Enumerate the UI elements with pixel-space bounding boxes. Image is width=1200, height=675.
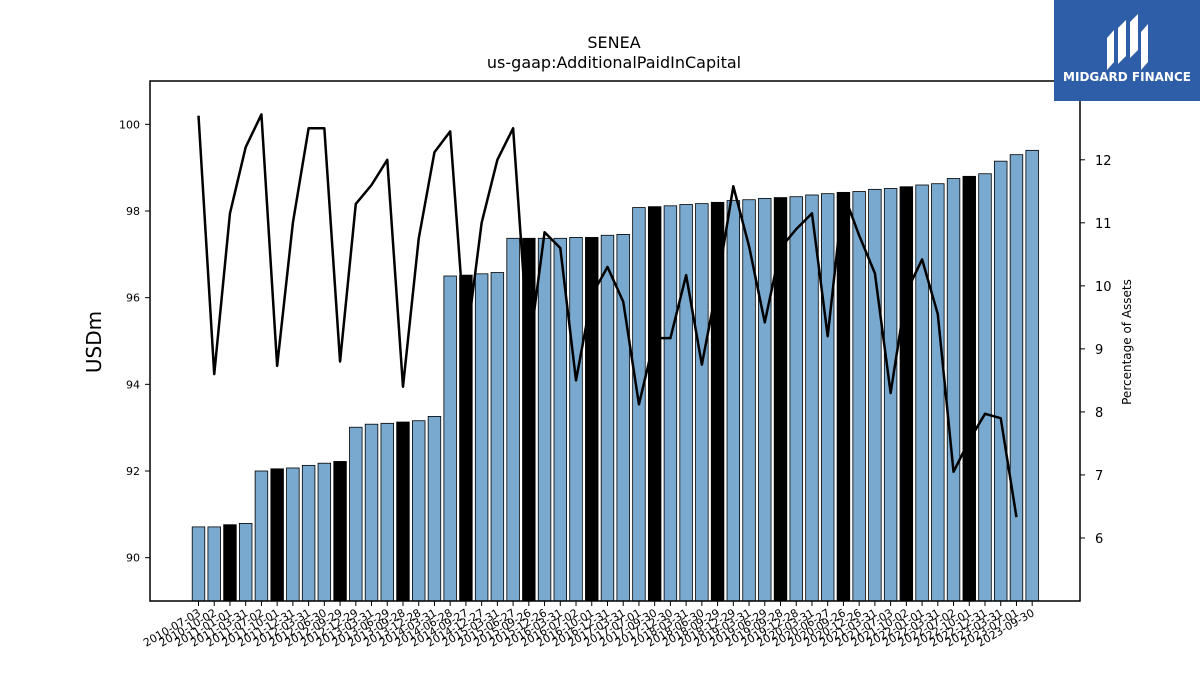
bar — [789, 196, 803, 602]
bar — [191, 526, 206, 602]
logo-background — [1054, 0, 1200, 101]
bar — [946, 178, 961, 602]
bar — [459, 274, 473, 602]
bar — [1009, 154, 1024, 602]
y-tick-label: 90 — [126, 552, 140, 565]
bar — [978, 173, 992, 602]
y-right-tick-label: 10 — [1095, 280, 1112, 295]
bar — [490, 272, 505, 602]
bar — [679, 204, 693, 602]
y-axis-left: 90 92 94 96 98 100 — [119, 118, 150, 565]
bar — [506, 237, 520, 602]
y-axis-right: 6 7 8 9 10 11 12 — [1080, 154, 1112, 547]
y-right-tick-label: 12 — [1095, 154, 1112, 169]
bar — [773, 197, 788, 602]
bar — [962, 175, 976, 602]
logo: MIDGARD FINANCE — [1054, 0, 1200, 101]
y-right-tick-label: 8 — [1095, 406, 1103, 421]
plot-frame — [149, 80, 1081, 602]
bar — [254, 470, 269, 602]
chart-title: SENEA — [587, 33, 640, 52]
y-right-tick-label: 9 — [1095, 343, 1103, 358]
bar — [317, 462, 332, 602]
bar — [1025, 149, 1039, 602]
bar — [380, 422, 394, 602]
bar — [758, 198, 772, 602]
bar — [821, 193, 835, 602]
y-tick-label: 98 — [126, 205, 140, 218]
bar — [427, 415, 442, 602]
bar — [915, 184, 929, 602]
y-axis-right-label: Percentage of Assets — [1120, 279, 1134, 405]
y-right-tick-label: 11 — [1095, 217, 1112, 232]
bar — [238, 523, 253, 602]
bar — [301, 464, 316, 602]
bar — [899, 186, 914, 602]
bar — [742, 199, 756, 602]
bar — [663, 205, 678, 602]
bars-group — [191, 149, 1039, 602]
y-axis-label: USDm — [82, 311, 106, 373]
bar — [569, 237, 583, 602]
bar — [695, 203, 709, 602]
bar — [994, 160, 1008, 602]
bar — [836, 191, 851, 602]
bar — [349, 426, 363, 602]
series-line — [197, 113, 1018, 518]
line-group — [197, 113, 1018, 518]
y-tick-label: 96 — [126, 292, 140, 305]
bar — [474, 273, 489, 602]
bar — [868, 188, 882, 602]
y-tick-label: 94 — [126, 378, 140, 391]
bar — [364, 423, 379, 602]
bar — [537, 237, 552, 602]
bar — [270, 468, 284, 602]
bar — [443, 275, 457, 602]
y-right-tick-label: 7 — [1095, 469, 1103, 484]
y-tick-label: 92 — [126, 465, 140, 478]
bar — [726, 200, 741, 602]
logo-text: MIDGARD FINANCE — [1063, 70, 1191, 84]
bar — [223, 524, 237, 602]
bar — [600, 234, 615, 602]
x-axis: 2010-07-032010-10-022011-01-012011-03-31… — [141, 601, 1037, 650]
y-tick-label: 100 — [119, 118, 140, 131]
bar — [207, 526, 221, 602]
bar — [396, 421, 410, 602]
bar — [647, 206, 662, 602]
bar — [412, 420, 426, 602]
bar — [852, 191, 866, 602]
bar — [333, 461, 347, 602]
chart-subtitle: us-gaap:AdditionalPaidInCapital — [487, 53, 741, 72]
bar — [585, 237, 599, 602]
bar — [931, 183, 945, 602]
bar — [286, 467, 300, 602]
midgard-logo-icon — [1107, 14, 1148, 70]
bar — [883, 188, 898, 602]
y-right-tick-label: 6 — [1095, 532, 1103, 547]
